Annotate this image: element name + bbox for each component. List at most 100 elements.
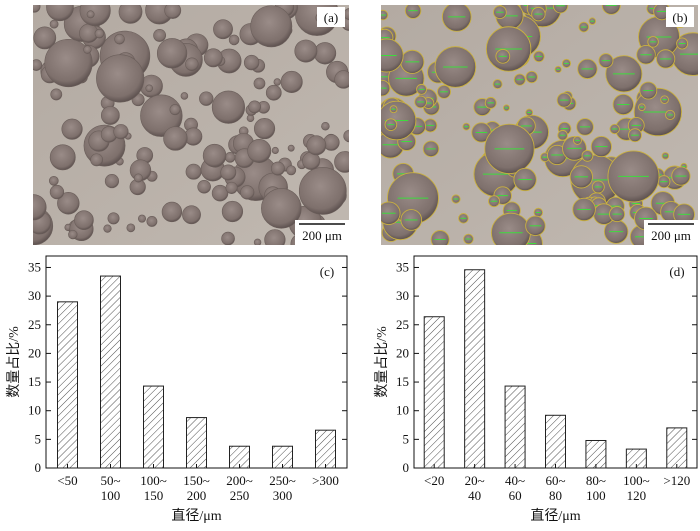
droplet xyxy=(224,152,236,163)
x-tick-label: 200~ 250 xyxy=(226,473,253,503)
droplet xyxy=(114,33,125,45)
droplet xyxy=(202,143,227,168)
droplet xyxy=(601,5,621,15)
droplet xyxy=(228,34,240,46)
y-tick-label: 20 xyxy=(396,345,409,360)
droplet xyxy=(46,5,74,22)
droplet xyxy=(185,163,202,180)
droplet xyxy=(280,70,303,93)
scale-label: 200 μm xyxy=(651,228,691,243)
droplet xyxy=(79,5,111,27)
x-tick-label: 150~ 200 xyxy=(183,473,210,503)
y-tick-label: 15 xyxy=(396,374,409,389)
x-tick-label: 80~ 100 xyxy=(586,473,606,503)
y-tick-label: 25 xyxy=(396,317,409,332)
droplet xyxy=(552,5,569,14)
x-tick-label: 60~ 80 xyxy=(545,473,565,503)
droplet xyxy=(298,167,347,215)
droplet xyxy=(253,238,262,245)
droplet xyxy=(334,70,349,89)
droplet xyxy=(90,153,104,167)
droplet xyxy=(182,205,201,225)
y-axis-label: 数量占比/% xyxy=(6,326,22,398)
droplet xyxy=(430,230,450,245)
x-axis-label: 直径/μm xyxy=(530,507,580,524)
droplet xyxy=(404,5,422,19)
bar xyxy=(666,427,688,469)
y-tick-label: 35 xyxy=(28,259,41,274)
droplet xyxy=(145,84,154,93)
droplet xyxy=(126,223,136,233)
droplet xyxy=(180,92,189,100)
droplet xyxy=(103,224,112,233)
droplet xyxy=(163,126,188,151)
droplet xyxy=(94,28,105,39)
y-tick-label: 10 xyxy=(396,403,409,418)
droplet xyxy=(211,90,246,124)
droplet xyxy=(246,114,255,123)
droplet xyxy=(243,54,260,71)
x-tick-label: 40~ 60 xyxy=(505,473,525,503)
droplet xyxy=(33,5,41,13)
y-axis-label: 数量占比/% xyxy=(374,326,390,398)
droplet xyxy=(96,54,145,103)
droplet xyxy=(253,77,266,90)
droplet xyxy=(68,229,78,240)
bar xyxy=(545,414,566,469)
droplet xyxy=(240,185,255,200)
bar xyxy=(504,385,526,469)
bar xyxy=(100,275,121,469)
y-tick-label: 5 xyxy=(403,431,410,446)
droplet xyxy=(343,8,349,20)
x-tick-label: <20 xyxy=(424,473,444,488)
bar xyxy=(57,301,78,469)
y-tick-label: 0 xyxy=(35,460,42,475)
x-tick-label: 100~ 120 xyxy=(623,473,650,503)
droplet xyxy=(118,5,143,24)
droplet xyxy=(270,161,285,176)
droplet xyxy=(199,91,214,106)
droplet xyxy=(250,5,293,48)
x-tick-label: >300 xyxy=(312,473,339,488)
droplet xyxy=(49,184,65,200)
droplet xyxy=(33,26,57,50)
droplet xyxy=(156,38,188,69)
x-tick-label: 50~ 100 xyxy=(100,473,120,503)
x-tick-label: 100~ 150 xyxy=(140,473,167,503)
droplet xyxy=(100,106,120,125)
y-tick-label: 15 xyxy=(28,374,41,389)
droplet xyxy=(248,100,262,114)
droplet xyxy=(334,151,349,173)
x-tick-label: 250~ 300 xyxy=(269,473,296,503)
droplet xyxy=(74,210,94,230)
droplet xyxy=(107,212,120,225)
droplet xyxy=(164,5,182,19)
droplet xyxy=(441,5,472,32)
panel-label: (d) xyxy=(669,264,684,279)
y-tick-label: 0 xyxy=(403,460,410,475)
droplet xyxy=(197,179,211,194)
droplet xyxy=(221,200,244,223)
y-tick-label: 30 xyxy=(28,288,41,303)
droplet xyxy=(247,139,272,163)
droplet xyxy=(203,48,223,68)
droplet xyxy=(33,59,43,71)
droplet xyxy=(161,201,183,223)
droplet xyxy=(221,231,235,245)
x-tick-label: >120 xyxy=(663,473,690,488)
droplet xyxy=(137,214,147,223)
micrograph xyxy=(381,5,698,245)
droplet xyxy=(153,28,167,42)
y-tick-label: 5 xyxy=(35,431,42,446)
droplet xyxy=(49,144,76,171)
x-tick-label: <50 xyxy=(57,473,77,488)
droplet xyxy=(287,144,295,152)
droplet xyxy=(44,38,93,88)
droplet xyxy=(306,135,327,156)
droplet xyxy=(253,118,276,140)
micrograph xyxy=(33,5,349,245)
droplet xyxy=(113,124,129,140)
droplet xyxy=(294,39,318,63)
panel-label: (a) xyxy=(324,10,338,25)
